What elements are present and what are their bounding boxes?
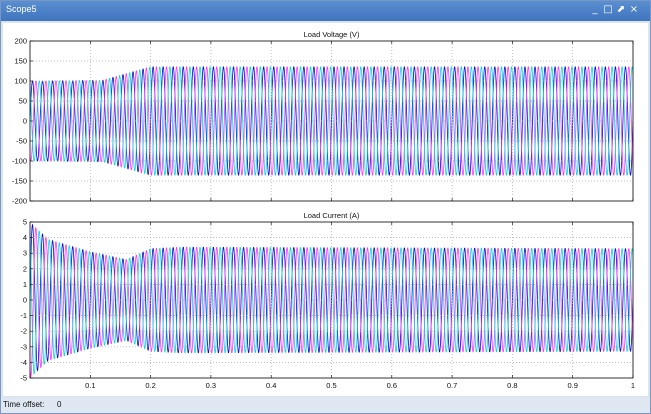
x-tick-label: 0.2 xyxy=(145,381,155,390)
minimize-icon[interactable]: _ xyxy=(592,4,598,15)
y-tick-label: -2 xyxy=(20,327,27,336)
plot-title: Load Voltage (V) xyxy=(304,30,360,39)
x-tick-label: 0.5 xyxy=(326,381,336,390)
y-tick-label: 200 xyxy=(14,37,27,46)
y-tick-label: 0 xyxy=(23,117,27,126)
y-tick-label: -100 xyxy=(12,157,27,166)
y-tick-label: 1 xyxy=(23,280,27,289)
plot-title: Load Current (A) xyxy=(304,211,360,220)
y-tick-label: -200 xyxy=(12,197,27,206)
series-line-2 xyxy=(30,66,633,176)
x-tick-label: 0.1 xyxy=(85,381,95,390)
waveforms xyxy=(30,66,633,176)
y-tick-label: -150 xyxy=(12,177,27,186)
window-title: Scope5 xyxy=(6,4,37,14)
y-tick-label: -50 xyxy=(16,137,27,146)
x-tick-label: 0.4 xyxy=(266,381,276,390)
x-tick-label: 0.8 xyxy=(507,381,517,390)
title-bar[interactable]: Scope5 _ □ ⬈ × xyxy=(1,1,650,21)
x-tick-label: 1 xyxy=(631,381,635,390)
y-tick-label: 150 xyxy=(14,57,27,66)
pin-icon[interactable]: ⬈ xyxy=(616,4,626,15)
y-tick-label: 50 xyxy=(19,97,27,106)
y-tick-label: 4 xyxy=(23,233,27,242)
y-tick-label: 2 xyxy=(23,264,27,273)
y-tick-label: -4 xyxy=(20,358,27,367)
status-bar: Time offset: 0 xyxy=(1,397,650,413)
plot-area: Load Voltage (V) -200 -150 -100 -50 0 50 100 150… xyxy=(3,23,648,396)
x-tick-label: 0.6 xyxy=(387,381,397,390)
scope-plot-current: Load Current (A) -5 -4 -3 -2 -1 0 1 2 3 4 5 0.1 0.2 0.… xyxy=(20,211,635,390)
restore-icon[interactable]: □ xyxy=(603,4,613,15)
x-tick-label: 0.3 xyxy=(206,381,216,390)
y-tick-label: 0 xyxy=(23,296,27,305)
series-line-1 xyxy=(30,66,633,176)
series-line-2 xyxy=(30,230,633,375)
y-tick-label: -3 xyxy=(20,342,27,351)
x-tick-label: 0.7 xyxy=(447,381,457,390)
y-tick-label: -1 xyxy=(20,311,27,320)
x-tick-label: 0.9 xyxy=(567,381,577,390)
scope-plot-voltage: Load Voltage (V) -200 -150 -100 -50 0 50 100 150… xyxy=(12,30,634,206)
scope-plots: Load Voltage (V)-200-150-100-50050100150… xyxy=(12,30,635,390)
y-tick-label: 100 xyxy=(14,77,27,86)
y-tick-label: 3 xyxy=(23,249,27,258)
y-tick-label: -5 xyxy=(20,374,27,383)
y-tick-label: 5 xyxy=(23,218,27,227)
close-icon[interactable]: × xyxy=(629,4,639,15)
time-offset-label: Time offset: xyxy=(3,400,45,409)
time-offset-value: 0 xyxy=(57,400,62,409)
series-line-0 xyxy=(30,66,633,176)
